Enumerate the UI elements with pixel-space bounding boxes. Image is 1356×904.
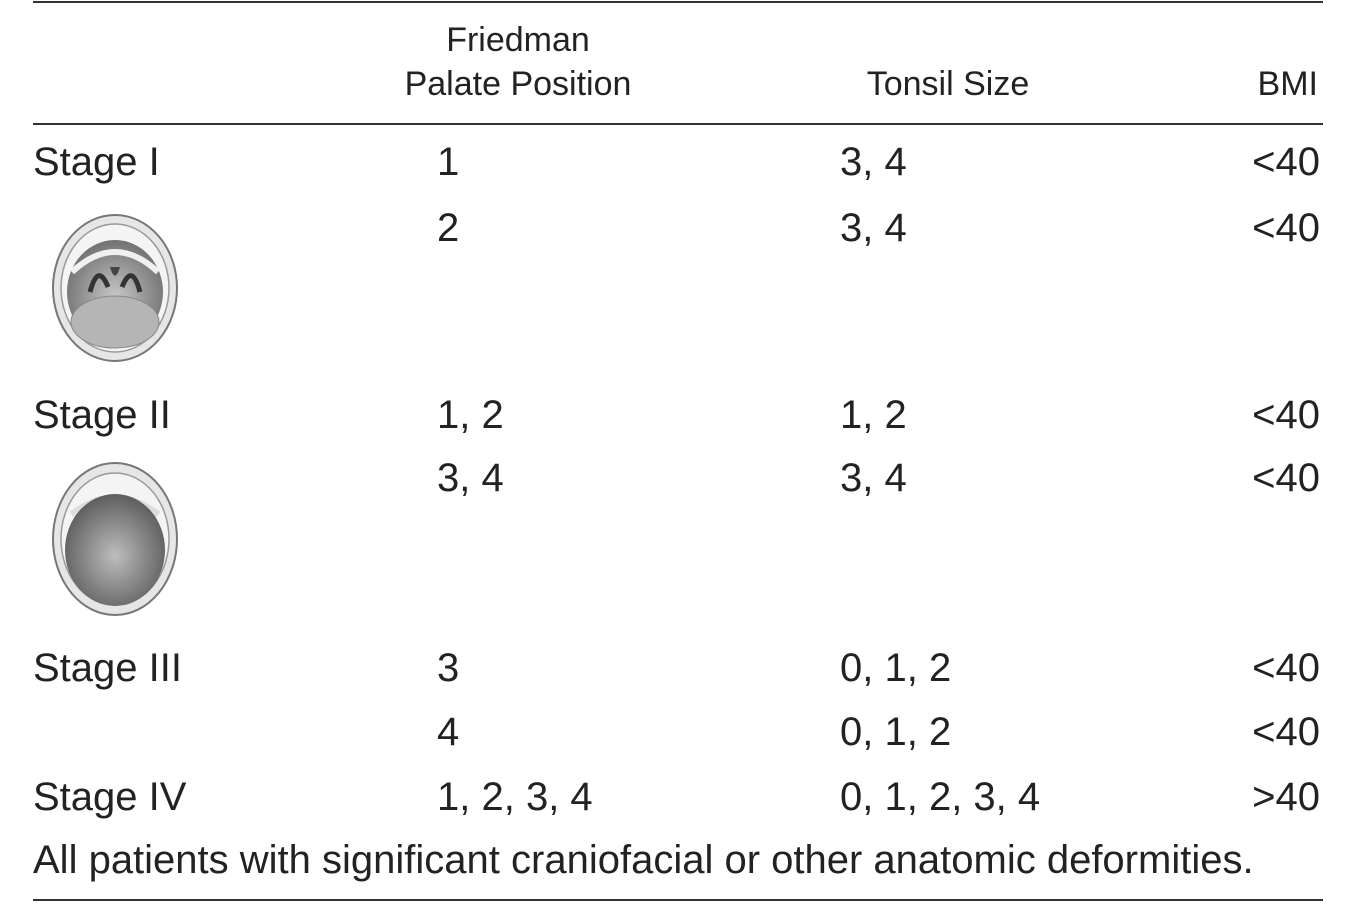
table-cell: 1, 2, 3, 4: [437, 777, 593, 817]
stage-label: Stage II: [33, 395, 171, 435]
mouth-illustration-tongue: [50, 460, 180, 618]
table-cell: 4: [437, 712, 459, 752]
top-rule: [33, 1, 1323, 3]
footnote: All patients with significant craniofaci…: [33, 840, 1254, 880]
table-cell: <40: [1252, 458, 1320, 498]
table-cell: 3, 4: [840, 208, 907, 248]
table-cell: 2: [437, 208, 459, 248]
stage-label: Stage IV: [33, 777, 186, 817]
table-cell: 1, 2: [437, 395, 504, 435]
column-header: Tonsil Size: [867, 67, 1030, 101]
column-header: Friedman: [446, 23, 590, 57]
table-cell: <40: [1252, 395, 1320, 435]
stage-label: Stage I: [33, 142, 160, 182]
table-cell: <40: [1252, 712, 1320, 752]
bottom-rule: [33, 899, 1323, 901]
table-cell: 3, 4: [840, 458, 907, 498]
header-rule: [33, 123, 1323, 125]
table-cell: <40: [1252, 648, 1320, 688]
table-cell: <40: [1252, 142, 1320, 182]
table-cell: 3, 4: [840, 142, 907, 182]
table-cell: 0, 1, 2: [840, 648, 951, 688]
column-header: BMI: [1258, 67, 1318, 101]
table-cell: 1: [437, 142, 459, 182]
table-cell: 1, 2: [840, 395, 907, 435]
table-page: Friedman Palate Position Tonsil Size BMI Sta…: [0, 0, 1356, 904]
table-cell: 3, 4: [437, 458, 504, 498]
table-cell: 0, 1, 2: [840, 712, 951, 752]
table-cell: 0, 1, 2, 3, 4: [840, 777, 1040, 817]
stage-label: Stage III: [33, 648, 182, 688]
table-cell: >40: [1252, 777, 1320, 817]
table-cell: 3: [437, 648, 459, 688]
mouth-illustration-tonsils: [50, 212, 180, 364]
column-header: Palate Position: [405, 67, 632, 101]
table-cell: <40: [1252, 208, 1320, 248]
